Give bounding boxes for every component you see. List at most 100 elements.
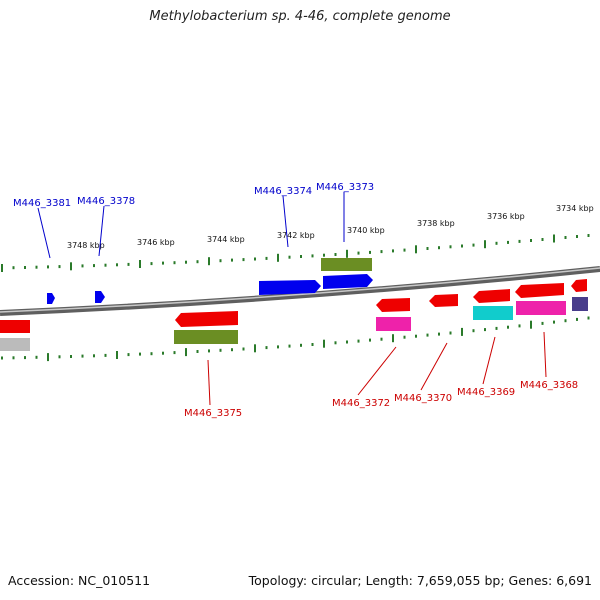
gene-label-3373[interactable]: M446_3373 (316, 182, 374, 193)
inner-minor-tick (507, 325, 509, 329)
outer-minor-tick (219, 259, 222, 263)
kbp-label-3744: 3744 kbp (207, 235, 245, 244)
gene-arrow-right-red[interactable] (571, 279, 587, 292)
gene-label-3368[interactable]: M446_3368 (520, 380, 578, 391)
genome-backbone-highlight (0, 267, 600, 313)
outer-minor-tick (265, 256, 268, 260)
outer-minor-tick (185, 260, 187, 264)
accession-text: Accession: NC_010511 (8, 573, 151, 588)
outer-minor-tick (311, 254, 314, 258)
outer-minor-tick (461, 244, 463, 248)
gene-label-3381[interactable]: M446_3381 (13, 198, 71, 209)
inner-minor-tick (231, 348, 233, 352)
gene-arrow-3370[interactable] (429, 294, 458, 307)
gene-label-3375[interactable]: M446_3375 (184, 408, 242, 419)
inner-minor-tick (12, 356, 15, 360)
inner-minor-tick (369, 338, 371, 342)
outer-minor-tick (541, 238, 544, 241)
inner-minor-tick (380, 337, 383, 341)
inner-minor-tick (495, 326, 498, 330)
kbp-label-3736: 3736 kbp (487, 212, 525, 221)
inner-minor-tick (150, 352, 153, 356)
inner-major-tick (185, 348, 187, 357)
outer-minor-tick (530, 239, 532, 242)
gene-label-3369[interactable]: M446_3369 (457, 387, 515, 398)
outer-minor-tick (104, 263, 107, 267)
kbp-label-3738: 3738 kbp (417, 219, 455, 228)
outer-minor-tick (426, 247, 429, 250)
inner-minor-tick (541, 321, 544, 325)
outer-minor-tick (288, 255, 291, 259)
gene-block-3369-cyan[interactable] (473, 306, 513, 320)
gene-arrow-3381[interactable] (47, 293, 55, 304)
forward-genes (47, 258, 373, 304)
outer-minor-tick (403, 248, 406, 252)
gene-label-3378[interactable]: M446_3378 (77, 196, 135, 207)
inner-major-tick (461, 327, 463, 336)
outer-minor-tick (357, 251, 360, 255)
kbp-label-3746: 3746 kbp (137, 238, 175, 247)
inner-minor-tick (564, 319, 567, 323)
gene-block-purple[interactable] (572, 297, 588, 311)
gene-block-olive-upper[interactable] (321, 258, 372, 271)
outer-minor-tick (12, 266, 15, 270)
outer-minor-tick (24, 266, 26, 269)
gene-block-red-left[interactable] (0, 320, 30, 333)
gene-arrow-3368[interactable] (515, 283, 564, 298)
gene-arrow-3375-red[interactable] (175, 311, 238, 327)
outer-minor-tick (300, 255, 302, 258)
outer-minor-tick (196, 260, 199, 264)
gene-label-3370[interactable]: M446_3370 (394, 393, 452, 404)
outer-major-tick (484, 240, 486, 249)
inner-minor-tick (357, 339, 360, 343)
gene-label-3374[interactable]: M446_3374 (254, 186, 312, 197)
inner-minor-tick (576, 317, 578, 321)
inner-minor-tick (334, 341, 337, 345)
gene-block-gray-left[interactable] (0, 338, 30, 351)
inner-minor-tick (196, 350, 199, 353)
inner-minor-tick (346, 340, 348, 344)
inner-minor-tick (58, 355, 61, 359)
inner-minor-tick (24, 356, 26, 360)
gene-block-3375-olive[interactable] (174, 330, 238, 344)
inner-minor-tick (311, 343, 314, 346)
inner-minor-tick (173, 351, 176, 355)
inner-minor-tick (553, 320, 555, 324)
outer-minor-tick (93, 264, 95, 268)
genome-summary-text: Topology: circular; Length: 7,659,055 bp… (248, 573, 592, 588)
gene-arrow-3373[interactable] (323, 274, 373, 289)
outer-minor-tick (576, 235, 578, 238)
inner-minor-tick (449, 331, 452, 335)
outer-minor-tick (323, 253, 325, 257)
outer-minor-tick (116, 263, 118, 267)
kbp-label-3748: 3748 kbp (67, 241, 105, 250)
inner-minor-tick (587, 316, 590, 320)
gene-arrow-3378[interactable] (95, 291, 105, 303)
inner-major-tick (254, 344, 256, 353)
forward-gene-labels: M446_3381 M446_3378 M446_3374 M446_3373 (13, 182, 374, 209)
kbp-label-3742: 3742 kbp (277, 231, 315, 240)
outer-minor-tick (254, 257, 256, 261)
gene-label-3372[interactable]: M446_3372 (332, 398, 390, 409)
outer-tick-row (1, 234, 590, 272)
outer-major-tick (415, 245, 417, 254)
gene-block-3372-magenta[interactable] (376, 317, 411, 331)
outer-major-tick (1, 264, 3, 272)
outer-minor-tick (127, 262, 130, 266)
inner-minor-tick (415, 334, 417, 338)
inner-minor-tick (81, 354, 84, 358)
inner-major-tick (392, 334, 394, 343)
inner-tick-row (1, 316, 590, 362)
inner-minor-tick (70, 355, 72, 358)
kbp-labels: 3748 kbp 3746 kbp 3744 kbp 3742 kbp 3740… (67, 204, 594, 250)
gene-arrow-3372[interactable] (376, 298, 410, 312)
gene-block-3368-magenta[interactable] (516, 301, 566, 315)
inner-minor-tick (403, 335, 406, 339)
gene-arrow-3369[interactable] (473, 289, 510, 303)
reverse-genes (0, 279, 588, 351)
gene-arrow-3374[interactable] (259, 280, 321, 295)
inner-minor-tick (288, 344, 291, 348)
outer-major-tick (70, 262, 72, 271)
inner-minor-tick (208, 349, 210, 353)
outer-minor-tick (242, 258, 245, 262)
